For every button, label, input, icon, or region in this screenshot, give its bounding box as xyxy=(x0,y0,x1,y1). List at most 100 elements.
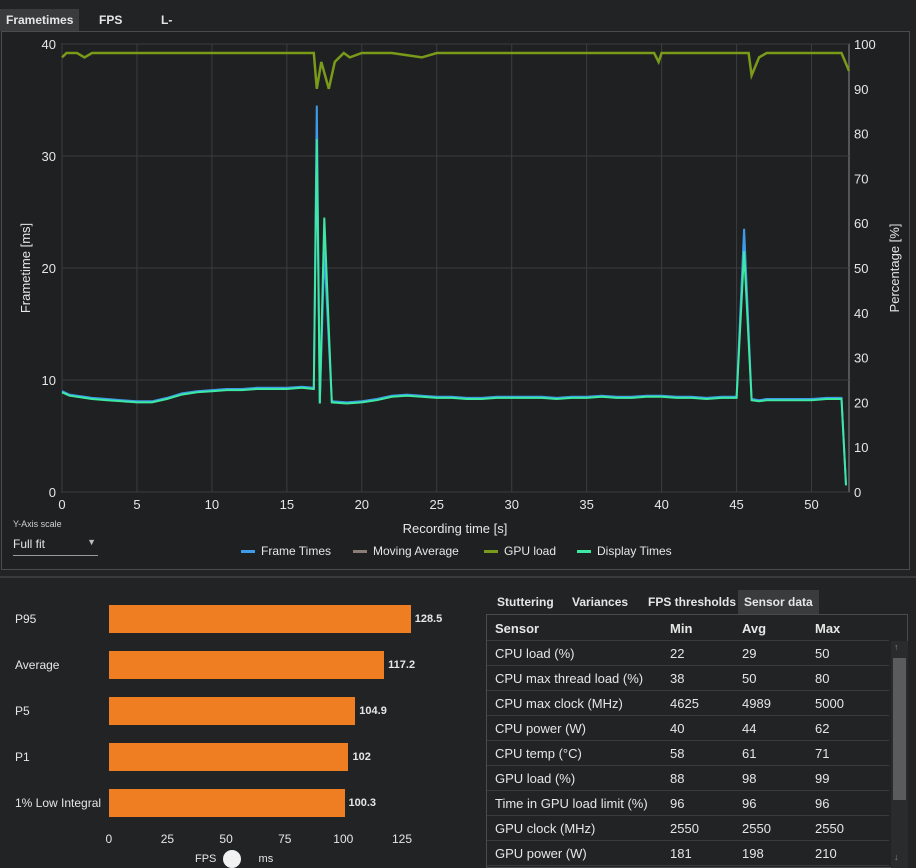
table-cell: 62 xyxy=(815,721,830,736)
toggle-right-label: ms xyxy=(258,852,274,865)
table-cell: 5000 xyxy=(815,696,844,711)
legend-label: Moving Average xyxy=(373,544,459,558)
bar-x-tick-label: 125 xyxy=(392,832,413,846)
y-axis-scale-value: Full fit xyxy=(13,537,46,551)
y-tick-label: 20 xyxy=(42,261,56,276)
fps-ms-toggle[interactable]: FPS ms xyxy=(195,850,273,868)
bar-category-label: P1 xyxy=(15,750,30,764)
scroll-up-icon[interactable]: ↑ xyxy=(894,642,899,652)
table-row[interactable]: GPU load (%) 88 98 99 xyxy=(487,765,889,791)
x-tick-label: 5 xyxy=(133,497,140,512)
x-tick-label: 30 xyxy=(504,497,518,512)
table-cell: 96 xyxy=(815,796,830,811)
legend-display-times[interactable]: Display Times xyxy=(577,544,672,558)
table-cell: 2550 xyxy=(742,821,771,836)
bar-x-tick-label: 50 xyxy=(219,832,233,846)
table-row[interactable]: Time in GPU load limit (%) 96 96 96 xyxy=(487,790,889,816)
frametime-chart: 0 5 10 15 20 25 30 35 40 45 50 0 10 20 30 40 0 10 20 30 40 50… xyxy=(18,37,902,536)
table-row[interactable]: GPU clock (MHz) 2550 2550 2550 xyxy=(487,815,889,841)
x-tick-label: 35 xyxy=(579,497,593,512)
bar-value-label: 104.9 xyxy=(359,705,387,717)
series-line-gpu-load xyxy=(61,51,851,90)
table-row[interactable]: CPU temp (°C) 58 61 71 xyxy=(487,740,889,766)
tab-stuttering[interactable]: Stuttering xyxy=(497,595,554,609)
table-cell: 61 xyxy=(742,746,757,761)
y2-axis-label: Percentage [%] xyxy=(887,224,902,313)
y-tick-label: 30 xyxy=(42,149,56,164)
table-header-cell: Avg xyxy=(742,621,767,636)
table-cell: 96 xyxy=(742,796,757,811)
table-header-cell: Max xyxy=(815,621,841,636)
table-cell: 4989 xyxy=(742,696,771,711)
bar-category-label: P5 xyxy=(15,704,30,718)
table-cell: 181 xyxy=(670,846,692,861)
legend-swatch-frame-times xyxy=(241,550,255,554)
y2-tick-label: 40 xyxy=(854,306,868,321)
table-row[interactable]: CPU max thread load (%) 38 50 80 xyxy=(487,665,889,691)
table-cell: CPU load (%) xyxy=(495,646,575,661)
x-tick-label: 45 xyxy=(729,497,743,512)
bar-value-label: 117.2 xyxy=(388,659,416,671)
tab-sensor-data[interactable]: Sensor data xyxy=(738,590,819,614)
table-cell: 50 xyxy=(815,646,830,661)
table-cell: Time in GPU load limit (%) xyxy=(495,796,648,811)
x-axis-label: Recording time [s] xyxy=(403,521,508,536)
chevron-down-icon: ▼ xyxy=(87,537,96,547)
legend-gpu-load[interactable]: GPU load xyxy=(484,544,556,558)
toggle-knob[interactable] xyxy=(223,850,242,868)
tab-frametimes[interactable]: Frametimes xyxy=(0,9,80,31)
y2-tick-label: 60 xyxy=(854,216,868,231)
y2-tick-label: 50 xyxy=(854,261,868,276)
y2-tick-label: 100 xyxy=(854,37,876,52)
y2-tick-label: 90 xyxy=(854,82,868,97)
x-tick-label: 20 xyxy=(355,497,369,512)
y2-tick-label: 70 xyxy=(854,171,868,186)
y2-tick-label: 20 xyxy=(854,395,868,410)
table-cell: 198 xyxy=(742,846,764,861)
table-cell: CPU temp (°C) xyxy=(495,746,582,761)
bar-value-label: 102 xyxy=(352,751,371,763)
y2-tick-label: 10 xyxy=(854,440,868,455)
legend-label: Display Times xyxy=(597,544,672,558)
bar xyxy=(109,697,356,725)
legend-moving-average[interactable]: Moving Average xyxy=(353,544,459,558)
y-axis-scale-label: Y-Axis scale xyxy=(13,519,62,529)
toggle-left-label: FPS xyxy=(195,852,217,865)
table-cell: 38 xyxy=(670,671,685,686)
bar xyxy=(109,743,349,771)
bar-x-tick-label: 25 xyxy=(160,832,175,846)
table-cell: GPU load (%) xyxy=(495,771,576,786)
legend-swatch-gpu-load xyxy=(484,550,498,554)
sensor-table: Sensor Min Avg Max CPU load (%) 22 29 50 CPU max… xyxy=(486,614,908,868)
bar-value-label: 128.5 xyxy=(414,613,443,625)
table-row[interactable]: GPU power (W) 181 198 210 xyxy=(487,840,889,866)
bar-category-label: P95 xyxy=(15,612,37,626)
legend-swatch-display-times xyxy=(577,550,591,554)
table-row[interactable]: CPU max clock (MHz) 4625 4989 5000 xyxy=(487,690,889,716)
table-cell: 2550 xyxy=(670,821,699,836)
table-cell: 2550 xyxy=(815,821,844,836)
table-header-cell: Sensor xyxy=(495,621,540,636)
table-cell: CPU max clock (MHz) xyxy=(495,696,623,711)
table-cell: 99 xyxy=(815,771,830,786)
table-cell: 58 xyxy=(670,746,685,761)
table-cell: CPU max thread load (%) xyxy=(495,671,644,686)
tab-variances[interactable]: Variances xyxy=(572,595,629,609)
scroll-down-icon[interactable]: ↓ xyxy=(894,852,899,862)
scrollbar-thumb[interactable] xyxy=(893,658,906,800)
table-cell: 71 xyxy=(815,746,830,761)
legend-frame-times[interactable]: Frame Times xyxy=(241,544,331,558)
y2-tick-label: 0 xyxy=(854,485,861,500)
tab-fps-thresholds[interactable]: FPS thresholds xyxy=(648,595,737,609)
y-axis-scale-select[interactable]: Full fit ▼ xyxy=(13,535,98,556)
table-cell: 210 xyxy=(815,846,837,861)
tab-fps[interactable]: FPS xyxy=(99,13,123,27)
table-row[interactable]: CPU power (W) 40 44 62 xyxy=(487,715,889,741)
table-cell: CPU power (W) xyxy=(495,721,587,736)
table-cell: 40 xyxy=(670,721,685,736)
bar-category-label: Average xyxy=(15,658,60,672)
table-row[interactable]: CPU load (%) 22 29 50 xyxy=(487,640,889,666)
bar-value-label: 100.3 xyxy=(348,797,377,809)
bar-x-tick-label: 0 xyxy=(105,832,113,846)
bar xyxy=(109,651,385,679)
